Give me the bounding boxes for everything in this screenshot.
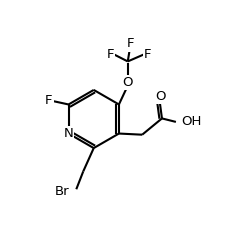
Text: O: O [156, 90, 166, 103]
Text: F: F [45, 94, 53, 108]
Text: F: F [144, 48, 151, 61]
Text: F: F [126, 37, 134, 50]
Text: N: N [64, 127, 73, 140]
Text: O: O [123, 76, 133, 89]
Text: F: F [106, 48, 114, 61]
Text: Br: Br [55, 185, 69, 198]
Text: OH: OH [182, 115, 202, 129]
